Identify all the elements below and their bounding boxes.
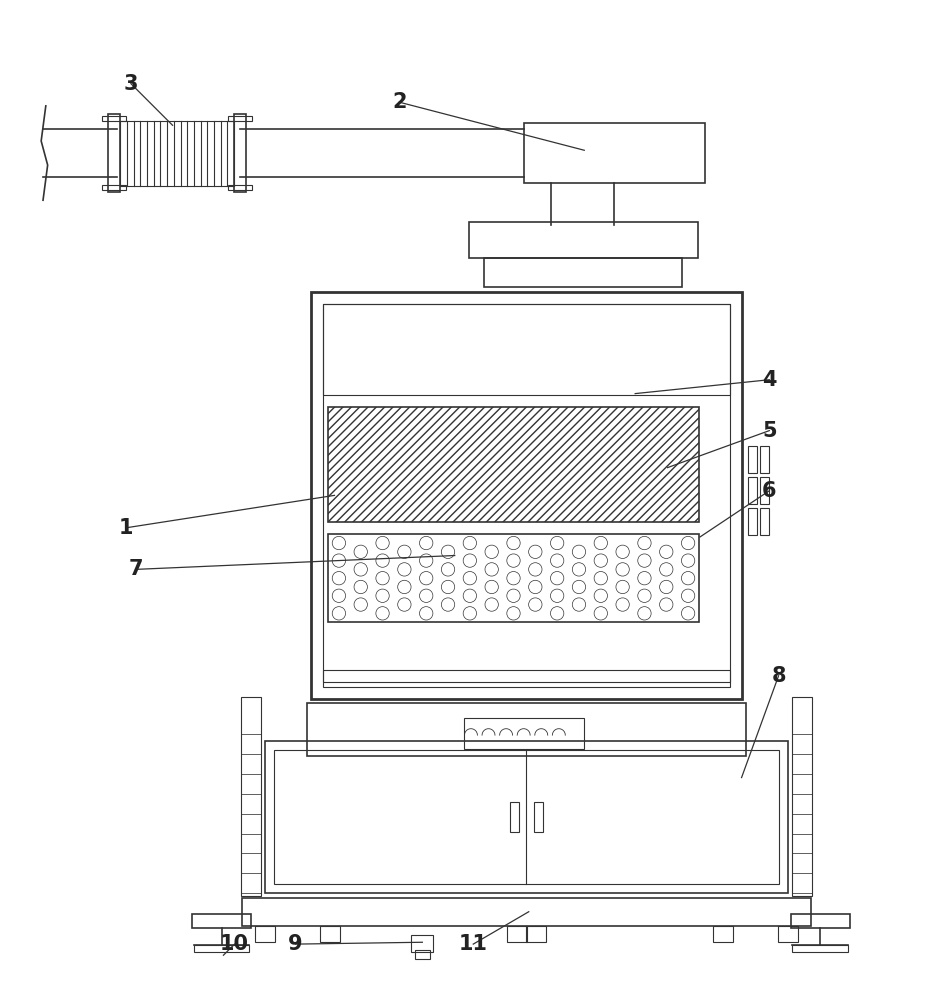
- Bar: [790, 914, 849, 928]
- Bar: [759, 508, 768, 535]
- Bar: [274, 750, 778, 884]
- Bar: [327, 534, 698, 622]
- Text: 2: 2: [391, 92, 406, 112]
- Bar: [524, 123, 704, 183]
- Bar: [777, 926, 797, 942]
- Text: 6: 6: [761, 481, 776, 501]
- Bar: [712, 926, 732, 942]
- Bar: [506, 926, 527, 942]
- Text: 9: 9: [288, 934, 302, 954]
- Text: 8: 8: [770, 666, 785, 686]
- Bar: [228, 116, 252, 121]
- Bar: [509, 802, 518, 832]
- Bar: [323, 670, 729, 682]
- Text: 5: 5: [761, 421, 776, 441]
- Bar: [255, 926, 275, 942]
- Bar: [323, 304, 729, 687]
- Bar: [307, 703, 745, 756]
- Bar: [234, 114, 246, 192]
- Bar: [747, 477, 756, 504]
- Bar: [311, 292, 741, 699]
- Bar: [792, 945, 847, 952]
- Bar: [525, 926, 545, 942]
- Bar: [102, 116, 126, 121]
- Bar: [194, 945, 249, 952]
- Text: 7: 7: [128, 559, 143, 579]
- Bar: [747, 446, 756, 473]
- Bar: [241, 697, 261, 896]
- Bar: [484, 258, 681, 287]
- Bar: [265, 741, 787, 893]
- Bar: [411, 935, 433, 952]
- Text: 1: 1: [119, 518, 133, 538]
- Bar: [242, 898, 810, 926]
- Bar: [102, 185, 126, 190]
- Bar: [468, 222, 697, 258]
- Bar: [327, 407, 698, 522]
- Bar: [319, 926, 339, 942]
- Bar: [192, 914, 251, 928]
- Bar: [108, 114, 121, 192]
- Text: 3: 3: [123, 74, 138, 94]
- Bar: [759, 446, 768, 473]
- Text: 10: 10: [220, 934, 248, 954]
- Text: 4: 4: [761, 370, 776, 390]
- Bar: [759, 477, 768, 504]
- Bar: [323, 304, 729, 395]
- Bar: [464, 718, 583, 749]
- Bar: [791, 697, 811, 896]
- Bar: [228, 185, 252, 190]
- Bar: [747, 508, 756, 535]
- Bar: [533, 802, 542, 832]
- Bar: [414, 950, 429, 959]
- Text: 11: 11: [458, 934, 488, 954]
